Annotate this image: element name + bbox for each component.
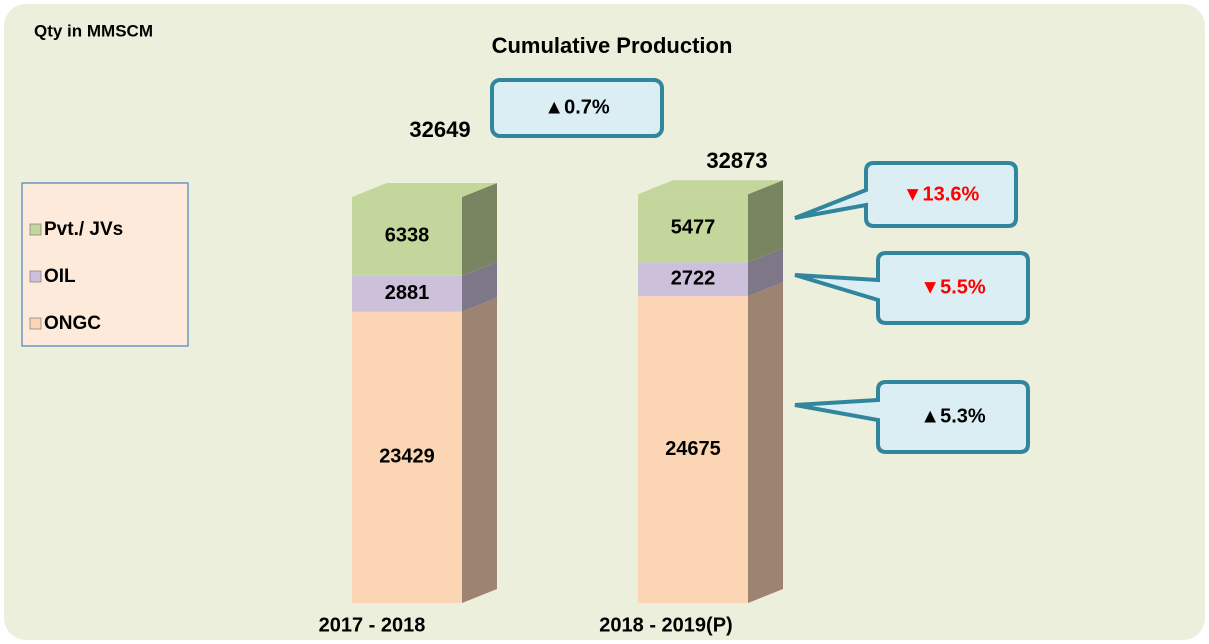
bar-side-shade (748, 282, 783, 603)
value-label: 5477 (671, 217, 716, 239)
bar-front (638, 194, 748, 263)
annotation: ▼5.5% (920, 276, 986, 298)
value-label: 2722 (671, 268, 716, 290)
value-label: 2881 (385, 282, 430, 304)
callout-box (794, 251, 1030, 325)
x-tick-label: 2018 - 2019(P) (599, 614, 732, 636)
legend-swatch (29, 317, 42, 330)
bar-side-shade (462, 297, 497, 603)
annotation: ▲5.3% (920, 405, 986, 427)
bar-side (748, 180, 783, 263)
bar-segment (638, 180, 783, 263)
bar-side-shade (748, 180, 783, 263)
bar-front (352, 275, 462, 312)
bar-front (638, 296, 748, 603)
bar-side-shade (462, 183, 497, 276)
legend-label: Pvt./ JVs (44, 219, 123, 240)
value-label: 6338 (385, 225, 430, 247)
legend-swatch (29, 270, 42, 283)
bar-front (638, 262, 748, 297)
bar-front (352, 311, 462, 603)
bar-front (352, 197, 462, 276)
bar-side (462, 183, 497, 276)
bar-segment (352, 261, 497, 312)
bar-segment (638, 248, 783, 297)
callout-box (794, 380, 1030, 454)
legend-swatch (29, 223, 42, 236)
bar-side-shade (748, 248, 783, 297)
bar-segment (352, 183, 497, 276)
unit-label: Qty in MMSCM (34, 21, 153, 40)
callouts (490, 78, 1030, 454)
bar-top (638, 180, 783, 195)
bar-side (462, 261, 497, 312)
annotation: ▼13.6% (903, 183, 980, 205)
x-tick-label: 2017 - 2018 (319, 614, 426, 636)
legend-box (21, 182, 189, 347)
legend-label: ONGC (44, 313, 101, 334)
total-label: 32873 (706, 148, 767, 173)
value-label: 23429 (379, 446, 435, 468)
bar-segment (638, 282, 783, 603)
legend-label: OIL (44, 266, 76, 287)
callout-box (490, 78, 664, 138)
chart-title: Cumulative Production (492, 33, 733, 58)
bar-side (748, 248, 783, 297)
bar-side-shade (462, 261, 497, 312)
bar-top (352, 183, 497, 198)
value-label: 24675 (665, 438, 721, 460)
total-label: 32649 (409, 117, 470, 142)
bar-side (748, 282, 783, 603)
annotation: ▲0.7% (544, 96, 610, 118)
callout-box (794, 161, 1018, 228)
bar-segment (352, 297, 497, 603)
bar-side (462, 297, 497, 603)
